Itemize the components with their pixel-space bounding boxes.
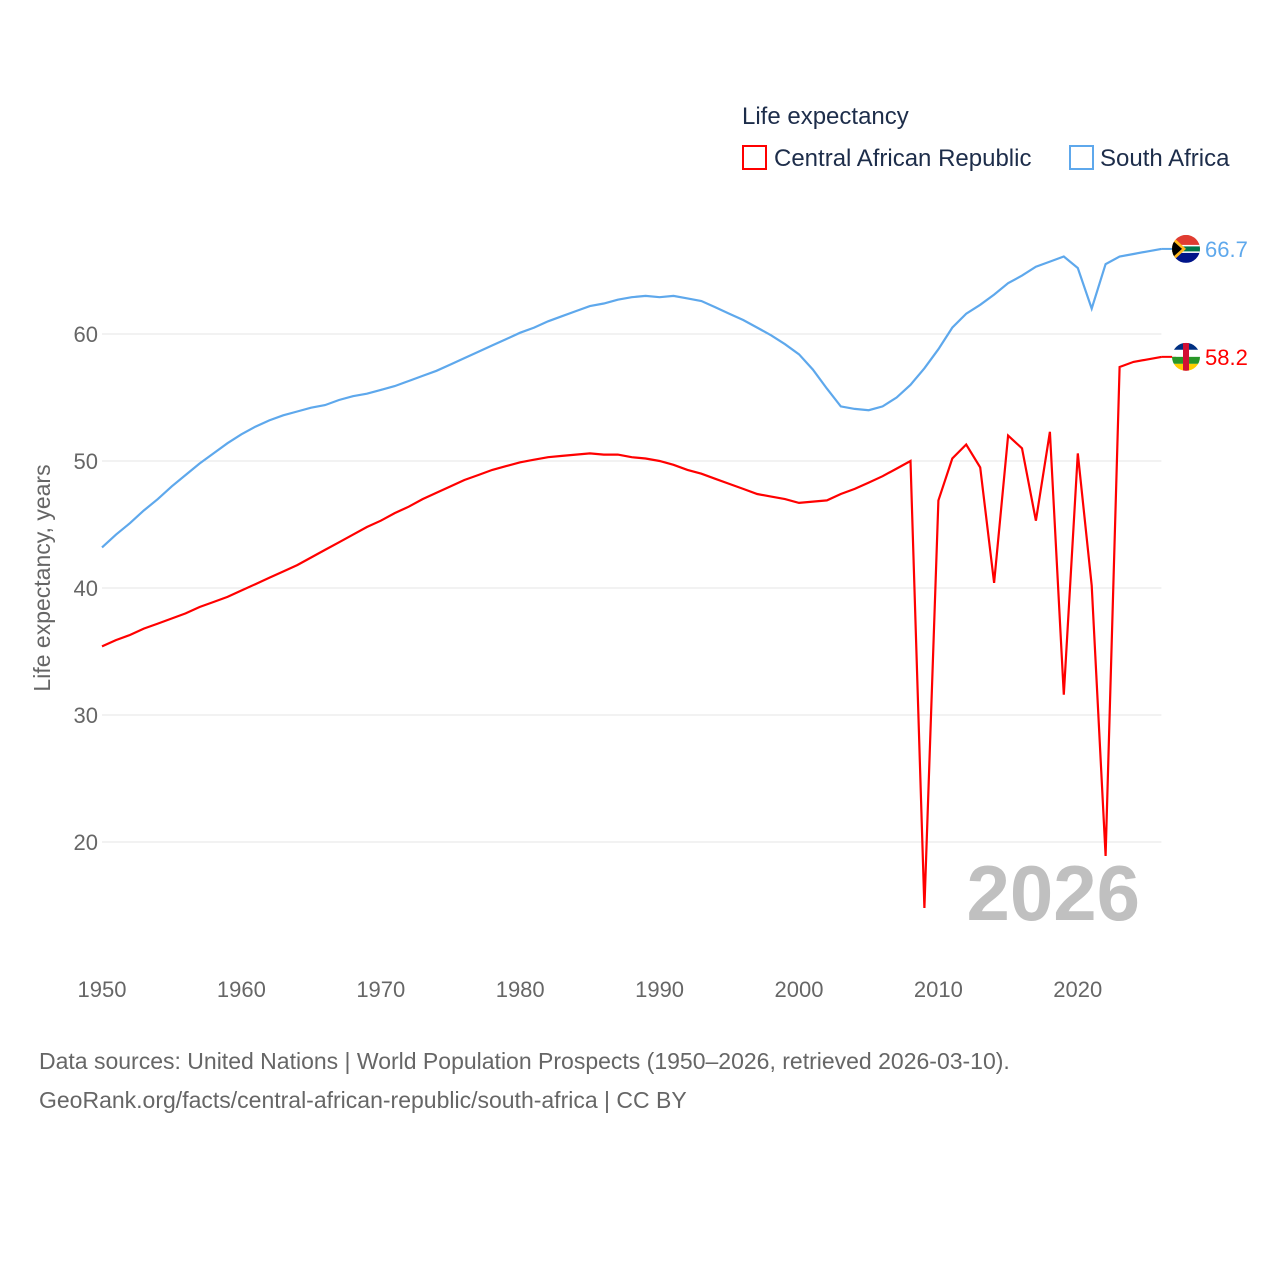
legend-swatch-south-africa xyxy=(1069,145,1094,170)
series-line-central-african-republic[interactable] xyxy=(101,355,1162,909)
flag-south-africa-icon xyxy=(1172,234,1200,263)
y-tick-label: 30 xyxy=(74,703,98,728)
y-tick-label: 20 xyxy=(74,830,98,855)
x-tick-label: 1970 xyxy=(356,977,405,1002)
y-axis-ticks: 20 30 40 50 60 xyxy=(74,322,98,855)
end-markers: 58.2 66.7 xyxy=(1161,234,1248,371)
year-watermark: 2026 xyxy=(966,849,1140,937)
gridlines xyxy=(102,333,1162,843)
y-axis-label: Life expectancy, years xyxy=(29,464,55,691)
x-tick-label: 1990 xyxy=(635,977,684,1002)
end-value-south-africa: 66.7 xyxy=(1205,237,1248,262)
legend-item-central-african-republic[interactable]: Central African Republic xyxy=(742,145,1031,172)
y-tick-label: 50 xyxy=(74,449,98,474)
x-tick-label: 1980 xyxy=(496,977,545,1002)
series-line-south-africa[interactable] xyxy=(101,247,1162,549)
flag-central-african-republic-icon xyxy=(1172,342,1200,371)
x-tick-label: 2000 xyxy=(774,977,823,1002)
source-line-1: Data sources: United Nations | World Pop… xyxy=(39,1048,1010,1074)
end-value-central-african-republic: 58.2 xyxy=(1205,345,1248,370)
series-lines xyxy=(101,247,1162,909)
y-tick-label: 40 xyxy=(74,576,98,601)
source-line-2[interactable]: GeoRank.org/facts/central-african-republ… xyxy=(39,1087,687,1113)
x-axis-ticks: 1950 1960 1970 1980 1990 2000 2010 2020 xyxy=(78,977,1103,1002)
legend-item-south-africa[interactable]: South Africa xyxy=(1069,145,1230,172)
y-tick-label: 60 xyxy=(74,322,98,347)
x-tick-label: 1950 xyxy=(78,977,127,1002)
legend-label-south-africa: South Africa xyxy=(1100,145,1230,172)
legend-swatch-car xyxy=(742,145,767,170)
legend-label-car: Central African Republic xyxy=(774,145,1031,172)
x-tick-label: 2020 xyxy=(1053,977,1102,1002)
x-tick-label: 1960 xyxy=(217,977,266,1002)
legend-title: Life expectancy xyxy=(742,103,909,130)
x-tick-label: 2010 xyxy=(914,977,963,1002)
